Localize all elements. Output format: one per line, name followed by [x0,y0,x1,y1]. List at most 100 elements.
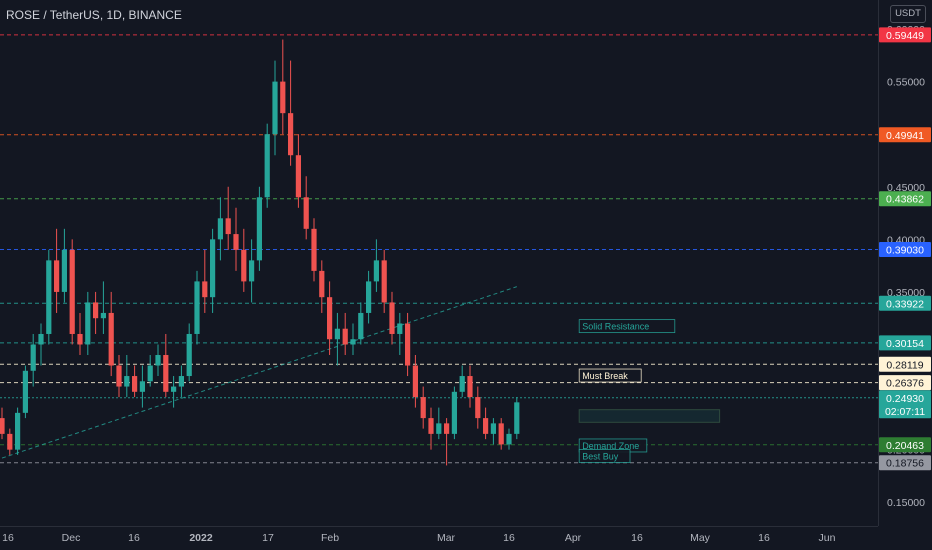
candle [69,249,75,334]
price-level-value: 0.59449 [886,30,924,42]
candle [178,376,184,387]
price-level-value: 0.26376 [886,378,924,390]
time-axis: 16 Dec 16 2022 17 Feb Mar 16 Apr 16 May 16 Jun [0,526,878,550]
candle [358,312,364,340]
annotation-box [578,319,676,334]
candle [311,228,317,271]
annotation-label: Best Buy [582,451,619,461]
x-tick-label: Apr [565,532,582,544]
annotation-box [578,449,631,463]
candle [373,260,379,282]
price-level-value: 0.28119 [886,359,923,371]
candle [93,302,99,319]
candle [38,333,44,345]
x-tick-label: 16 [128,532,140,544]
candle [155,355,161,366]
y-tick-label: 0.15000 [887,497,925,509]
price-level-tag [879,455,931,471]
candle [30,344,36,371]
candle [498,423,504,445]
price-level-lines [0,34,878,464]
price-level-tag [879,356,931,372]
candle [459,376,465,392]
annotation-label: Demand Zone [582,441,639,451]
candle [116,365,122,387]
x-tick-label: 16 [758,532,770,544]
candle [475,397,481,419]
candle [436,423,442,434]
x-tick-label: 16 [2,532,14,544]
annotation-box [578,368,642,383]
candle [249,260,255,282]
y-tick-label: 0.45000 [887,182,925,194]
x-tick-label: 16 [631,532,643,544]
candle [46,260,52,334]
candle [295,155,301,198]
time-axis-bg [0,526,878,550]
candle [451,391,457,434]
price-level-value: 0.20463 [886,440,924,452]
zone-layer [578,409,721,423]
candles-layer [0,39,520,466]
x-tick-label: Jun [819,532,836,544]
price-level-tag [879,242,931,258]
candle [233,234,239,250]
candle [327,297,333,340]
x-tick-label: 17 [262,532,274,544]
x-tick-label: 2022 [189,532,213,544]
price-level-value: 0.39030 [886,245,924,257]
demand-zone-box [578,409,721,423]
candle [22,370,28,413]
candle [428,418,434,434]
candle [483,418,489,434]
candle [61,249,67,292]
candle [241,249,247,282]
candle [514,402,520,434]
candle [288,113,294,156]
candle [319,270,325,298]
candle [7,433,13,450]
price-level-tag [879,375,931,391]
candle [334,328,340,340]
candle [256,197,262,261]
candle [506,433,512,445]
x-tick-label: 16 [503,532,515,544]
candle [444,423,450,434]
price-level-value: 0.30154 [886,338,924,350]
candle [15,412,21,450]
candle [171,386,177,392]
price-level-value: 0.33922 [886,298,924,310]
candle [303,197,309,229]
candle [100,312,106,319]
price-level-tag [879,437,931,453]
candle [54,260,60,292]
symbol-title: ROSE / TetherUS, 1D, BINANCE [6,8,182,22]
candle [280,81,286,114]
candle [264,134,270,198]
candle [397,323,403,334]
candle [225,218,231,235]
candle [139,381,145,392]
candle [202,281,208,298]
price-level-tag [879,335,931,351]
annotation-label: Must Break [582,371,628,381]
candle [132,376,138,392]
price-level-tag [879,27,931,43]
candle [124,376,130,387]
candle [420,397,426,419]
candle [186,333,192,377]
x-tick-label: Dec [62,532,81,544]
price-level-value: 0.24930 [886,393,924,405]
price-level-tag [879,127,931,143]
price-level-tag [879,295,931,311]
candle [163,355,169,392]
candle [350,339,356,345]
candle [412,365,418,398]
candle [85,302,91,345]
candle [272,81,278,135]
price-level-tag [879,191,931,207]
candle [342,328,348,345]
currency-button[interactable]: USDT [890,5,926,23]
candle [467,376,473,398]
